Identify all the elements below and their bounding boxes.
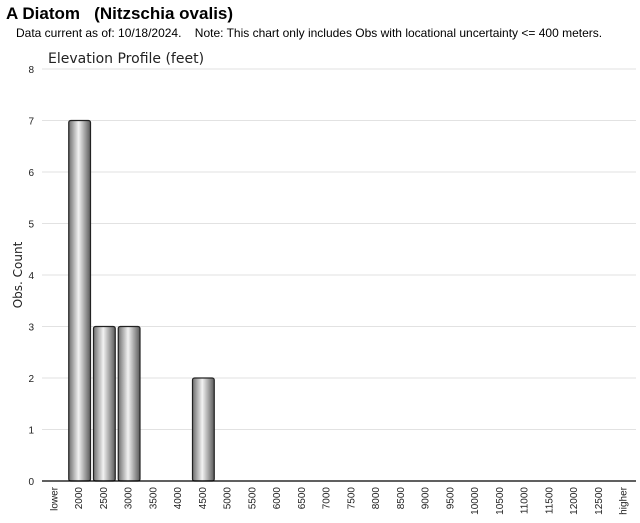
y-tick-label: 5 — [28, 220, 34, 231]
bar-3000 — [117, 325, 141, 482]
bar-2000 — [68, 119, 92, 482]
y-tick-label: 3 — [28, 323, 34, 334]
x-tick-label: 8500 — [396, 487, 407, 510]
x-tick-label: 10500 — [495, 487, 506, 515]
bar-4500 — [191, 377, 215, 482]
y-tick-label: 0 — [28, 477, 34, 488]
x-tick-label: 12500 — [594, 487, 605, 515]
x-tick-label: higher — [619, 486, 630, 514]
y-tick-label: 7 — [28, 117, 34, 128]
bar-2500 — [92, 325, 116, 482]
x-tick-label: 2500 — [99, 487, 110, 510]
x-tick-label: 10000 — [470, 487, 481, 515]
x-tick-label: 12000 — [569, 487, 580, 515]
x-tick-label: 11000 — [520, 487, 531, 515]
y-tick-label: 6 — [28, 168, 34, 179]
y-axis-label: Obs. Count — [11, 241, 25, 308]
x-tick-label: 7000 — [322, 487, 333, 510]
x-tick-label: 4000 — [173, 487, 184, 510]
data-note: Data current as of: 10/18/2024. Note: Th… — [16, 26, 603, 40]
y-tick-label: 2 — [28, 374, 34, 385]
x-tick-label: 8000 — [371, 487, 382, 510]
y-tick-label: 4 — [28, 271, 34, 282]
y-tick-label: 1 — [28, 426, 34, 437]
x-tick-label: 5000 — [223, 487, 234, 510]
x-tick-label: lower — [49, 486, 60, 511]
x-tick-label: 9500 — [445, 487, 456, 510]
x-tick-label: 4500 — [198, 487, 209, 510]
y-tick-label: 8 — [28, 65, 34, 76]
chart-title: Elevation Profile (feet) — [48, 51, 204, 67]
x-tick-label: 2000 — [74, 487, 85, 510]
x-tick-label: 11500 — [544, 487, 555, 515]
x-tick-label: 3500 — [148, 487, 159, 510]
x-tick-label: 6500 — [297, 487, 308, 510]
x-tick-label: 7500 — [346, 487, 357, 510]
x-tick-label: 9000 — [421, 487, 432, 510]
chart-title-main: A Diatom (Nitzschia ovalis) — [6, 4, 234, 23]
x-tick-label: 6000 — [272, 487, 283, 510]
x-tick-label: 3000 — [124, 487, 135, 510]
x-tick-label: 5500 — [247, 487, 258, 510]
